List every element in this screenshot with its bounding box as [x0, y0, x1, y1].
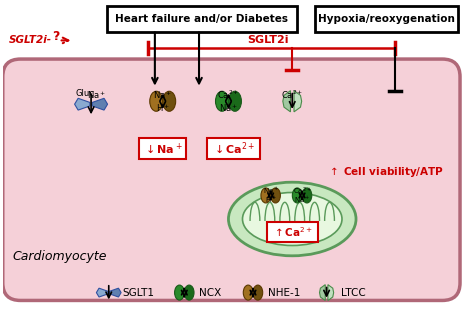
Text: H$^+$: H$^+$	[156, 102, 170, 114]
FancyBboxPatch shape	[207, 138, 260, 159]
Polygon shape	[319, 285, 325, 301]
Polygon shape	[294, 91, 301, 112]
Text: Na$^+$: Na$^+$	[88, 89, 107, 101]
Ellipse shape	[163, 91, 176, 111]
Ellipse shape	[271, 188, 280, 203]
FancyBboxPatch shape	[315, 6, 458, 32]
Text: ?: ?	[52, 30, 59, 43]
Text: NHE-1: NHE-1	[268, 288, 300, 298]
Text: Hypoxia/reoxygenation: Hypoxia/reoxygenation	[318, 14, 455, 24]
Text: $\uparrow$ Cell viability/ATP: $\uparrow$ Cell viability/ATP	[327, 165, 444, 179]
Ellipse shape	[302, 188, 312, 203]
Text: $\uparrow$Ca$^{2+}$: $\uparrow$Ca$^{2+}$	[272, 225, 313, 239]
Text: H$^+$: H$^+$	[264, 194, 277, 205]
Polygon shape	[283, 91, 291, 112]
Ellipse shape	[292, 188, 302, 203]
Ellipse shape	[216, 91, 228, 111]
Text: Na$^+$: Na$^+$	[263, 186, 279, 196]
Text: LTCC: LTCC	[341, 288, 366, 298]
Text: Ca$^{2+}$: Ca$^{2+}$	[292, 186, 311, 197]
Text: Cardiomyocyte: Cardiomyocyte	[13, 250, 107, 263]
FancyBboxPatch shape	[139, 138, 186, 159]
Ellipse shape	[184, 285, 194, 300]
Text: Gluc: Gluc	[76, 89, 95, 98]
Text: NCX: NCX	[199, 288, 221, 298]
Ellipse shape	[261, 188, 271, 203]
Text: Heart failure and/or Diabetes: Heart failure and/or Diabetes	[116, 14, 289, 24]
Ellipse shape	[253, 285, 263, 300]
Ellipse shape	[228, 91, 241, 111]
FancyBboxPatch shape	[267, 222, 318, 241]
Text: Na$^+$: Na$^+$	[153, 89, 172, 101]
Ellipse shape	[243, 285, 253, 300]
Text: $\downarrow$Na$^+$: $\downarrow$Na$^+$	[143, 141, 182, 156]
Polygon shape	[74, 98, 90, 110]
Polygon shape	[328, 285, 334, 301]
Polygon shape	[92, 98, 108, 110]
Ellipse shape	[150, 91, 163, 111]
Text: Ca$^{2+}$: Ca$^{2+}$	[217, 89, 240, 101]
Text: $\downarrow$Ca$^{2+}$: $\downarrow$Ca$^{2+}$	[211, 141, 255, 156]
Polygon shape	[96, 288, 108, 297]
Text: Na$^+$: Na$^+$	[294, 194, 310, 205]
Text: SGLT1: SGLT1	[122, 288, 155, 298]
Ellipse shape	[243, 192, 342, 245]
Text: SGLT2i-: SGLT2i-	[9, 35, 52, 45]
Text: Na$^+$: Na$^+$	[219, 102, 238, 114]
FancyBboxPatch shape	[3, 59, 460, 301]
FancyBboxPatch shape	[107, 6, 297, 32]
Ellipse shape	[174, 285, 184, 300]
Polygon shape	[109, 288, 121, 297]
Ellipse shape	[228, 182, 356, 256]
Text: SGLT2i: SGLT2i	[247, 35, 289, 45]
Text: Ca$^{2+}$: Ca$^{2+}$	[281, 89, 303, 101]
